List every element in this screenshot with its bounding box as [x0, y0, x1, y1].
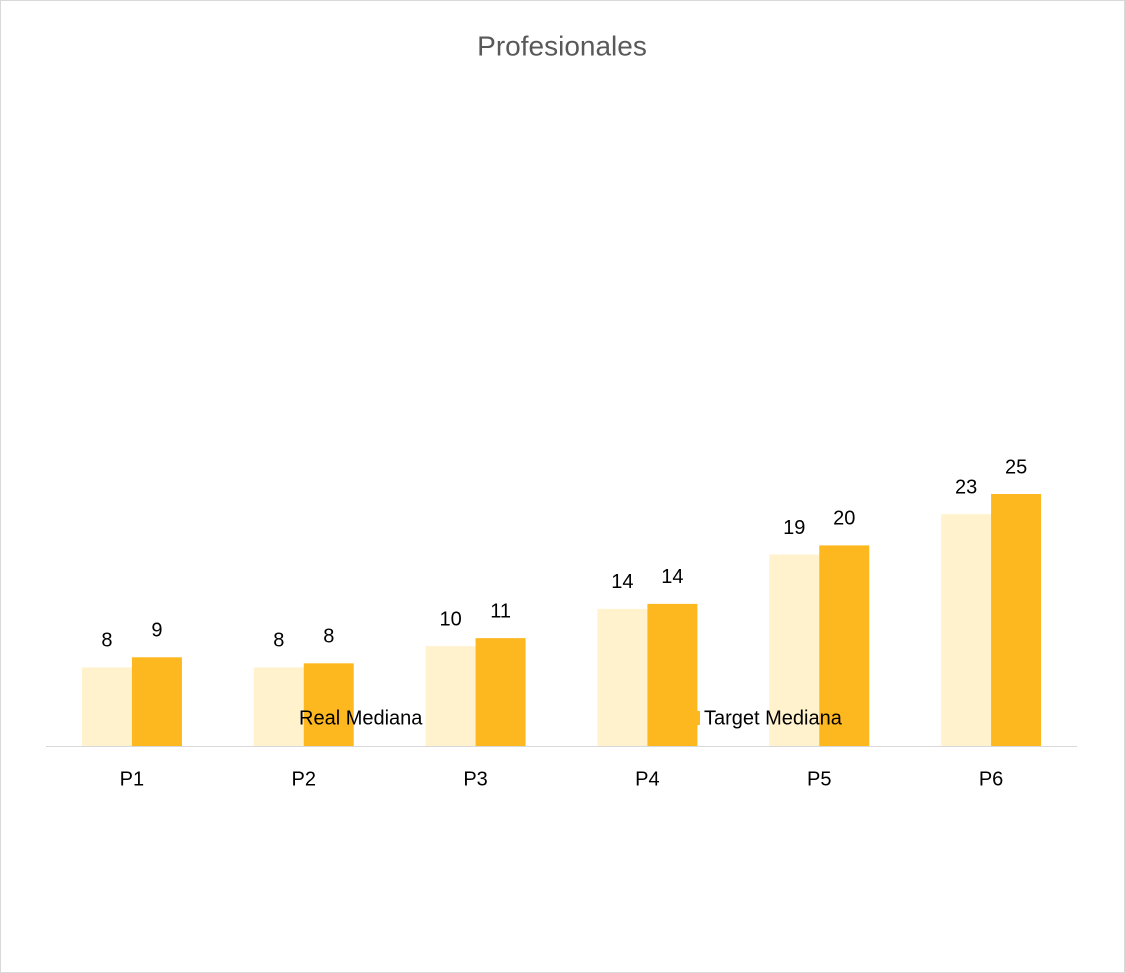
x-tick-label: P5 [807, 768, 831, 790]
data-label: 8 [273, 630, 284, 652]
legend-swatch [686, 711, 700, 725]
data-label: 14 [611, 571, 633, 593]
bar [303, 663, 354, 746]
data-label: 25 [1005, 456, 1027, 478]
bar [597, 608, 648, 746]
x-tick-label: P2 [292, 768, 316, 790]
legend-swatch [281, 711, 295, 725]
bar [991, 494, 1042, 746]
data-label: 8 [101, 630, 112, 652]
legend-label: Target Mediana [704, 707, 843, 729]
bar [131, 657, 182, 746]
data-label: 20 [833, 508, 855, 530]
x-tick-label: P3 [463, 768, 487, 790]
bar [253, 667, 304, 746]
legend-label: Real Mediana [299, 707, 423, 729]
x-tick-label: P6 [979, 768, 1003, 790]
data-label: 8 [323, 626, 334, 648]
data-label: 19 [783, 517, 805, 539]
data-label: 9 [151, 620, 162, 642]
data-label: 14 [661, 566, 683, 588]
chart-title: Profesionales [477, 30, 647, 61]
data-label: 10 [439, 608, 461, 630]
x-tick-label: P4 [635, 768, 659, 790]
bar [769, 554, 820, 746]
data-label: 23 [955, 476, 977, 498]
bar [819, 545, 870, 746]
bar [425, 646, 476, 746]
bar [941, 514, 992, 746]
bar [475, 638, 526, 746]
data-label: 11 [490, 600, 511, 622]
bar [81, 667, 132, 746]
x-tick-label: P1 [120, 768, 144, 790]
